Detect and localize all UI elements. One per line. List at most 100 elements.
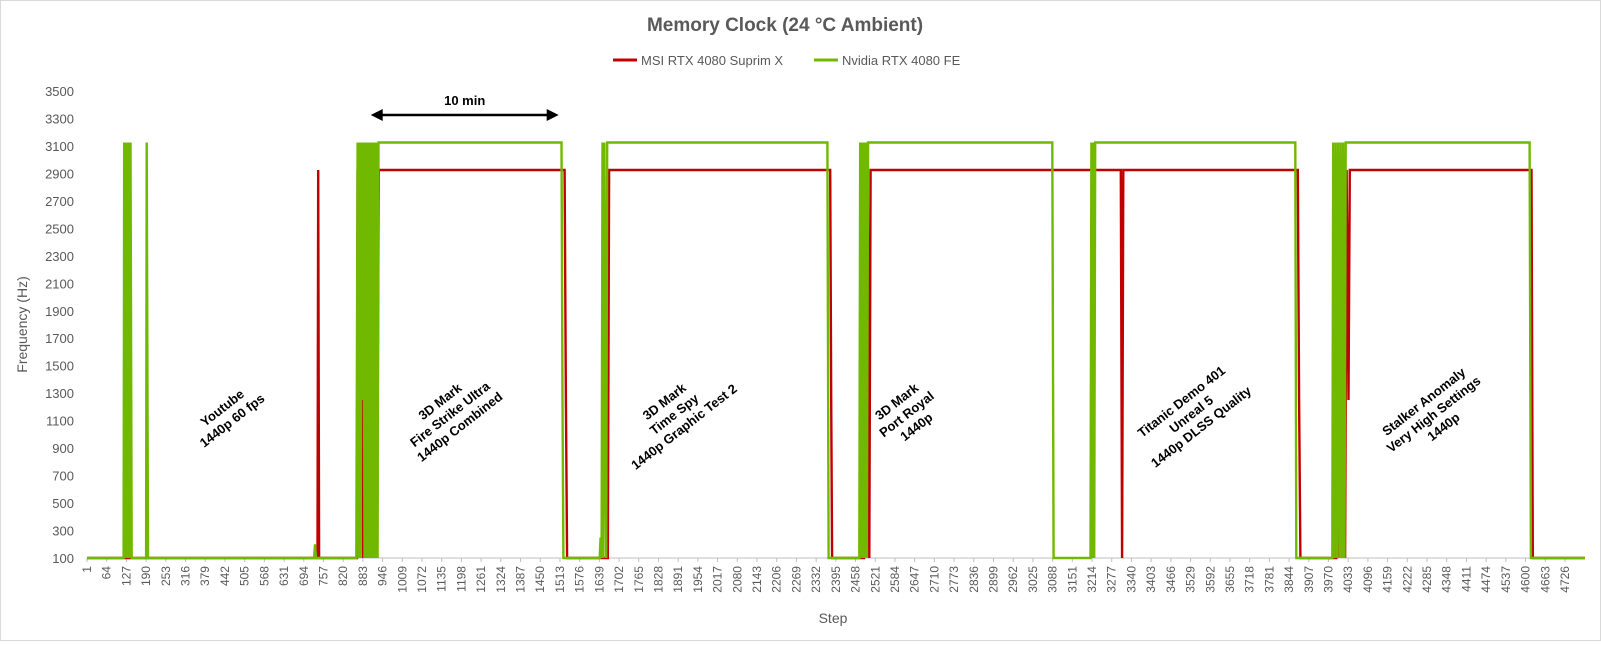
y-tick-label: 1300 [45,386,74,401]
x-tick-label: 1765 [632,566,646,593]
y-tick-label: 2100 [45,276,74,291]
x-tick-label: 442 [218,566,232,586]
x-tick-label: 3025 [1026,566,1040,593]
x-tick-label: 3655 [1223,566,1237,593]
x-tick-label: 1009 [395,566,409,593]
y-tick-label: 3500 [45,84,74,99]
x-tick-label: 4663 [1538,566,1552,593]
x-tick-label: 2395 [829,566,843,593]
x-tick-label: 1891 [671,566,685,593]
x-tick-label: 316 [179,566,193,586]
x-tick-label: 190 [139,566,153,586]
x-tick-label: 3214 [1085,566,1099,593]
x-tick-label: 2080 [730,566,744,593]
y-tick-label: 2900 [45,166,74,181]
y-tick-label: 3100 [45,139,74,154]
x-tick-label: 2773 [947,566,961,593]
x-tick-label: 3466 [1164,566,1178,593]
y-tick-label: 100 [52,551,74,566]
x-tick-label: 4411 [1459,566,1473,592]
x-tick-label: 4285 [1420,566,1434,593]
x-tick-label: 1576 [573,566,587,593]
chart-title: Memory Clock (24 °C Ambient) [647,15,923,36]
x-tick-label: 2584 [888,566,902,593]
x-tick-label: 2269 [789,566,803,593]
y-tick-label: 900 [52,441,74,456]
x-tick-label: 1702 [612,566,626,593]
x-tick-label: 1072 [415,566,429,593]
span-annotation: 10 min [370,93,559,122]
x-tick-label: 3844 [1282,566,1296,593]
y-tick-label: 2500 [45,221,74,236]
x-tick-label: 820 [336,566,350,586]
x-tick-label: 2521 [868,566,882,593]
x-tick-label: 1261 [474,566,488,593]
x-tick-label: 1324 [494,566,508,593]
x-tick-label: 127 [119,566,133,586]
x-tick-label: 3907 [1302,566,1316,593]
x-tick-label: 4033 [1341,566,1355,593]
y-tick-label: 1500 [45,359,74,374]
x-tick-label: 3718 [1243,566,1257,593]
x-tick-label: 4159 [1381,566,1395,593]
x-tick-label: 1954 [691,566,705,593]
y-tick-label: 500 [52,496,74,511]
y-tick-label: 1100 [46,414,74,429]
x-tick-label: 2206 [770,566,784,593]
x-tick-label: 757 [316,566,330,586]
x-tick-label: 2899 [986,566,1000,593]
x-tick-label: 2143 [750,566,764,593]
legend-label-msi: MSI RTX 4080 Suprim X [641,53,783,68]
x-tick-label: 2332 [809,566,823,593]
y-tick-label: 3300 [45,111,74,126]
x-tick-label: 4537 [1499,566,1513,593]
x-tick-label: 3403 [1144,566,1158,593]
x-tick-label: 1450 [533,566,547,593]
x-tick-label: 3088 [1046,566,1060,593]
x-tick-label: 3970 [1322,566,1336,593]
x-tick-label: 3592 [1203,566,1217,593]
x-tick-label: 1198 [454,566,468,592]
x-tick-label: 631 [277,566,291,586]
x-tick-label: 883 [356,566,370,586]
y-tick-label: 1900 [45,304,74,319]
x-tick-label: 3277 [1105,566,1119,593]
legend: MSI RTX 4080 Suprim X Nvidia RTX 4080 FE [613,53,961,68]
x-tick-label: 1135 [435,566,449,592]
x-tick-label: 2017 [711,566,725,593]
x-axis-label: Step [819,610,848,626]
legend-label-nvidia: Nvidia RTX 4080 FE [842,53,961,68]
x-tick-label: 1 [80,566,94,573]
x-tick-label: 1639 [592,566,606,593]
y-tick-label: 700 [52,469,74,484]
x-tick-label: 3340 [1124,566,1138,593]
x-tick-label: 3529 [1184,566,1198,593]
x-tick-label: 2458 [849,566,863,593]
series-line-msi [87,168,1585,560]
y-axis-label: Frequency (Hz) [14,276,30,372]
x-tick-label: 568 [257,566,271,586]
series-line-nvidia [87,141,1585,560]
span-arrow-right-head [546,109,559,122]
x-tick-label: 4222 [1400,566,1414,593]
x-tick-label: 4096 [1361,566,1375,593]
x-tick-label: 694 [297,566,311,586]
x-tick-label: 2836 [967,566,981,593]
x-tick-label: 64 [100,566,114,580]
x-tick-label: 2962 [1006,566,1020,593]
span-annotation-label: 10 min [444,93,485,108]
x-tick-label: 946 [376,566,390,586]
x-tick-label: 4600 [1519,566,1533,593]
x-tick-label: 3151 [1065,566,1079,593]
y-tick-label: 300 [52,524,74,539]
x-tick-label: 4474 [1479,566,1493,593]
x-tick-label: 1828 [651,566,665,593]
series-layer [87,141,1585,560]
